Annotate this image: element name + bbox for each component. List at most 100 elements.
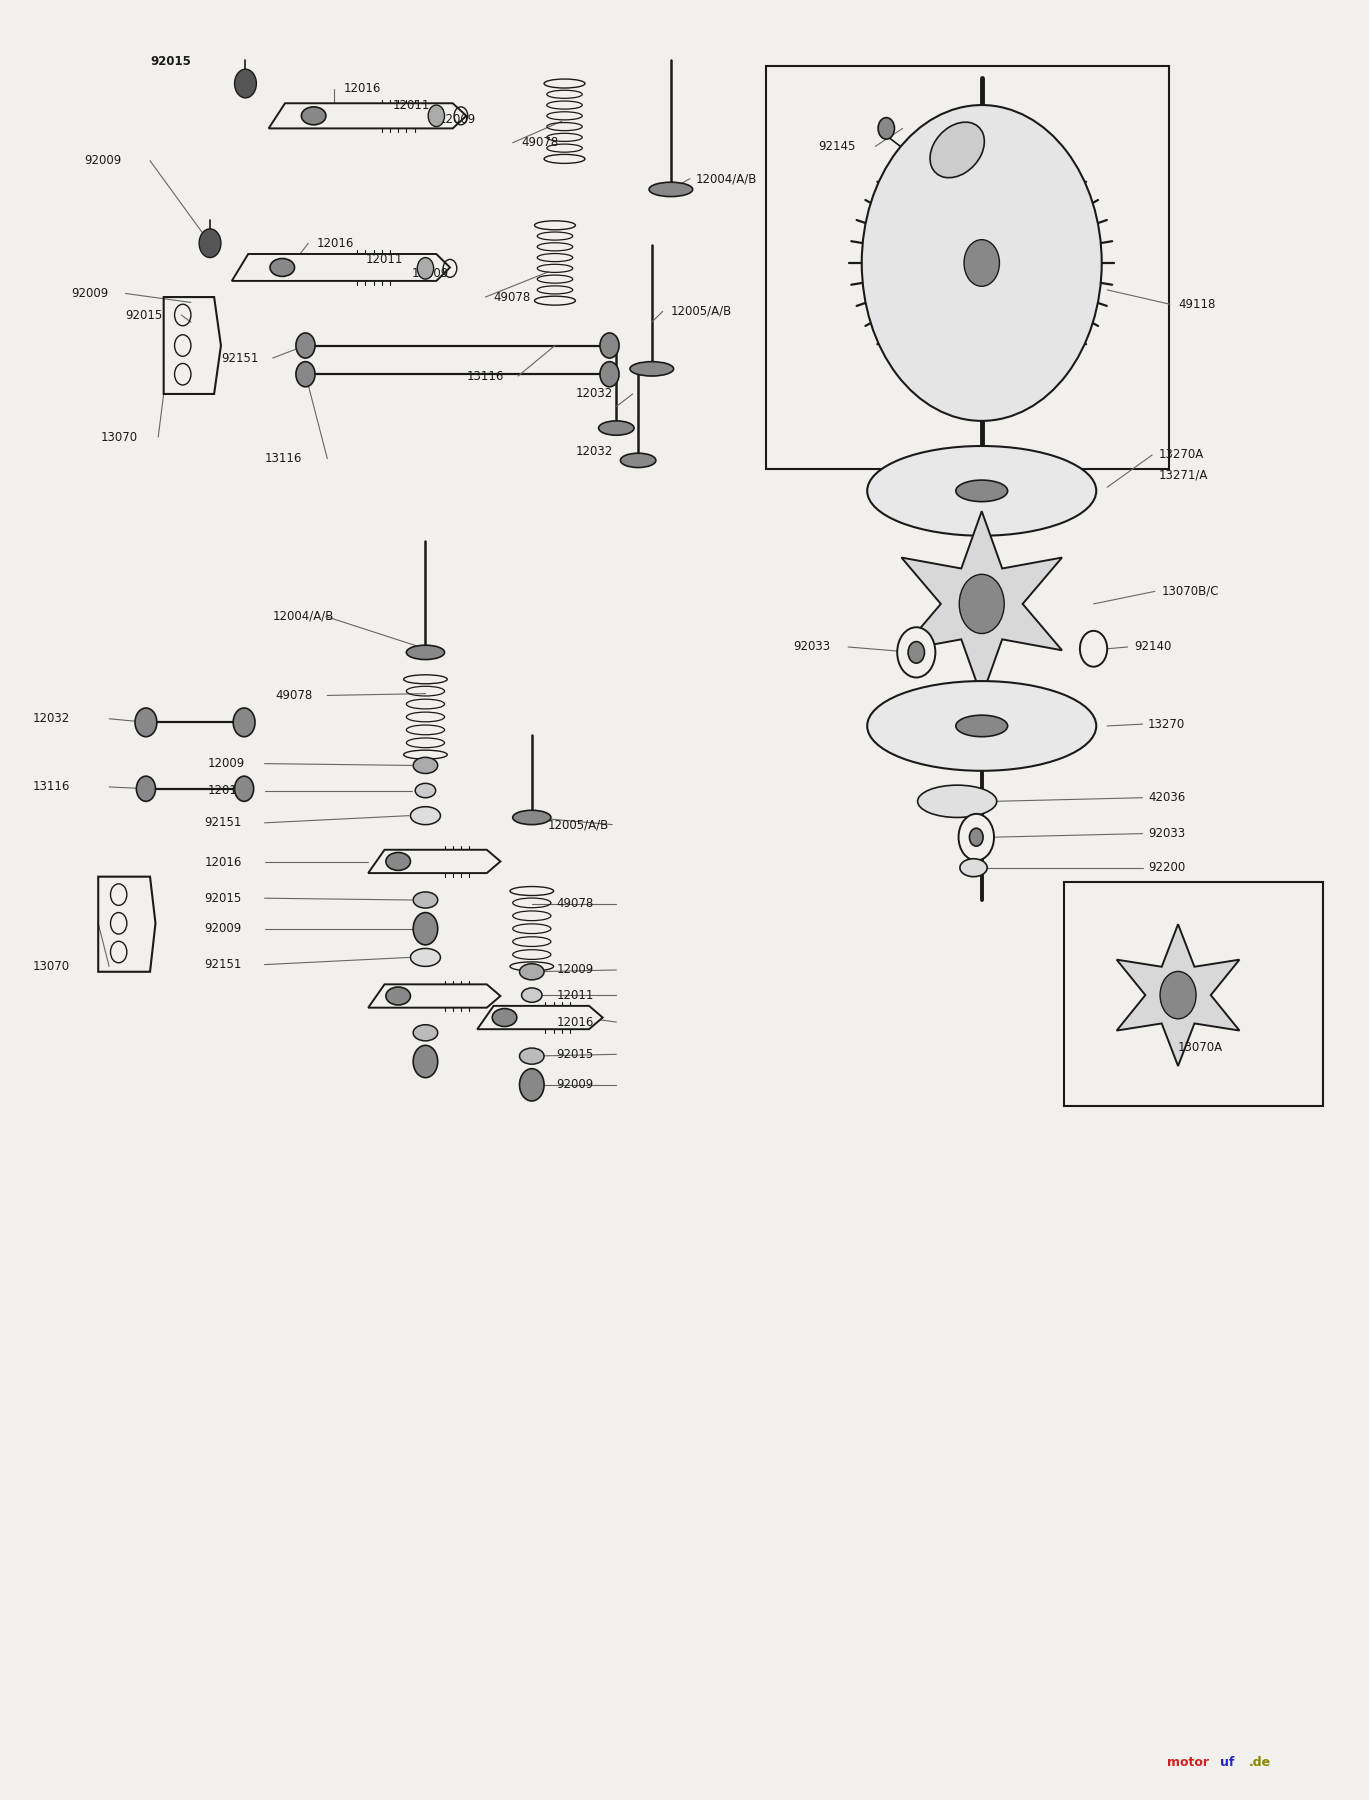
Ellipse shape	[386, 853, 411, 871]
Circle shape	[418, 257, 434, 279]
Ellipse shape	[917, 785, 997, 817]
Text: 12016: 12016	[204, 855, 242, 869]
Ellipse shape	[956, 481, 1008, 502]
Ellipse shape	[511, 961, 553, 970]
Text: 92009: 92009	[71, 286, 108, 301]
Ellipse shape	[543, 155, 585, 164]
Text: 49078: 49078	[556, 896, 594, 911]
Polygon shape	[231, 254, 450, 281]
Text: uf: uf	[1220, 1755, 1235, 1769]
Text: 13116: 13116	[264, 452, 303, 464]
Polygon shape	[1117, 923, 1239, 1066]
Text: 12009: 12009	[439, 113, 476, 126]
Text: 12032: 12032	[575, 445, 613, 457]
Text: 12004/A/B: 12004/A/B	[695, 173, 757, 185]
Text: 92200: 92200	[1149, 860, 1186, 875]
Text: 92009: 92009	[556, 1078, 594, 1091]
Circle shape	[199, 229, 220, 257]
Ellipse shape	[411, 949, 441, 967]
Text: 13070A: 13070A	[1179, 1040, 1223, 1053]
Circle shape	[296, 333, 315, 358]
Polygon shape	[268, 103, 467, 128]
Ellipse shape	[411, 806, 441, 824]
Circle shape	[413, 913, 438, 945]
Circle shape	[960, 574, 1005, 634]
Text: 13070: 13070	[101, 430, 138, 443]
Text: .de: .de	[1249, 1755, 1270, 1769]
Text: 12016: 12016	[316, 238, 353, 250]
Text: 12032: 12032	[33, 713, 70, 725]
Ellipse shape	[867, 446, 1097, 536]
Text: 49078: 49078	[494, 290, 531, 304]
Text: 12016: 12016	[344, 83, 381, 95]
Circle shape	[428, 104, 445, 126]
Ellipse shape	[519, 1048, 543, 1064]
Text: 92033: 92033	[794, 641, 831, 653]
Text: 12009: 12009	[412, 266, 449, 281]
Ellipse shape	[301, 106, 326, 124]
Ellipse shape	[630, 362, 674, 376]
Text: 13070: 13070	[33, 959, 70, 972]
Polygon shape	[901, 511, 1062, 697]
Ellipse shape	[270, 259, 294, 277]
Ellipse shape	[513, 810, 550, 824]
Text: 49078: 49078	[275, 689, 312, 702]
Ellipse shape	[867, 680, 1097, 770]
Circle shape	[234, 68, 256, 97]
Text: 13070B/C: 13070B/C	[1162, 585, 1220, 598]
Ellipse shape	[543, 79, 585, 88]
Text: 13271/A: 13271/A	[1160, 468, 1209, 481]
Circle shape	[861, 104, 1102, 421]
Ellipse shape	[413, 758, 438, 774]
Circle shape	[1160, 972, 1197, 1019]
Circle shape	[296, 362, 315, 387]
Circle shape	[964, 239, 999, 286]
Text: 42036: 42036	[1149, 792, 1186, 805]
Text: 13116: 13116	[467, 369, 504, 383]
Ellipse shape	[413, 1024, 438, 1040]
Text: 92151: 92151	[204, 958, 242, 970]
Ellipse shape	[386, 986, 411, 1004]
Text: 92033: 92033	[1149, 828, 1186, 841]
Ellipse shape	[534, 297, 575, 306]
Text: 92015: 92015	[556, 1048, 594, 1060]
Text: 13270: 13270	[1149, 718, 1186, 731]
Text: 92009: 92009	[85, 155, 122, 167]
Circle shape	[233, 707, 255, 736]
Circle shape	[137, 776, 156, 801]
Ellipse shape	[493, 1008, 516, 1026]
Circle shape	[519, 1069, 543, 1102]
Text: 12011: 12011	[207, 785, 245, 797]
Text: 92015: 92015	[204, 891, 242, 905]
Circle shape	[897, 626, 935, 677]
Text: 92009: 92009	[204, 922, 242, 936]
Text: 49118: 49118	[1179, 297, 1216, 311]
Ellipse shape	[930, 122, 984, 178]
Ellipse shape	[415, 783, 435, 797]
Ellipse shape	[620, 454, 656, 468]
Circle shape	[413, 1046, 438, 1078]
Ellipse shape	[598, 421, 634, 436]
Ellipse shape	[404, 751, 448, 760]
Polygon shape	[368, 985, 501, 1008]
Text: 92145: 92145	[819, 140, 856, 153]
Circle shape	[1080, 630, 1108, 666]
Text: 12016: 12016	[556, 1015, 594, 1028]
Text: 12032: 12032	[575, 387, 613, 400]
Text: 13116: 13116	[33, 781, 70, 794]
Text: 12005/A/B: 12005/A/B	[548, 819, 609, 832]
Ellipse shape	[404, 675, 448, 684]
Text: 12011: 12011	[393, 99, 430, 112]
Text: 12004/A/B: 12004/A/B	[272, 610, 334, 623]
Ellipse shape	[407, 644, 445, 659]
Text: 49078: 49078	[520, 137, 559, 149]
Polygon shape	[478, 1006, 602, 1030]
Text: 92140: 92140	[1135, 641, 1172, 653]
Circle shape	[600, 333, 619, 358]
Text: 92151: 92151	[220, 351, 259, 365]
Text: 92015: 92015	[151, 56, 190, 68]
Text: motor: motor	[1168, 1755, 1209, 1769]
Circle shape	[136, 707, 157, 736]
Circle shape	[908, 641, 924, 662]
Ellipse shape	[522, 988, 542, 1003]
